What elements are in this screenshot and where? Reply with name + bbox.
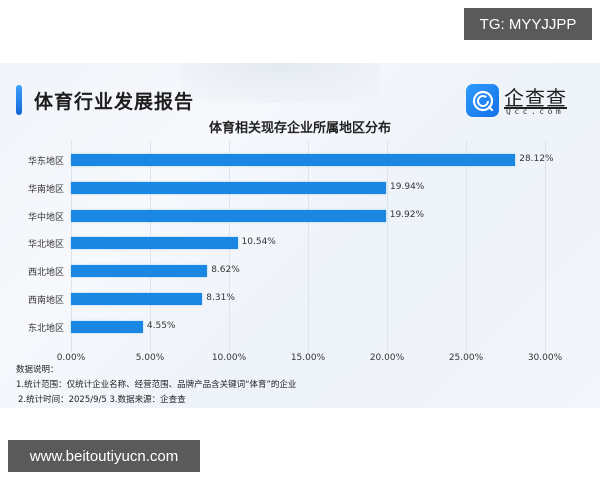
category-label: 东北地区: [27, 323, 64, 334]
logo-name-en: Qcc.com: [506, 107, 565, 116]
x-tick-label: 10.00%: [211, 353, 247, 363]
value-label: 8.62%: [211, 265, 240, 276]
notes-time-source: 2.统计时间：2025/9/5 3.数据来源：企查查: [18, 395, 186, 405]
value-label: 4.55%: [146, 320, 176, 331]
site-watermark-badge: www.beitoutiyucn.com: [8, 440, 200, 472]
category-label: 华东地区: [27, 157, 64, 167]
category-label: 西北地区: [27, 268, 64, 279]
x-tick-label: 15.00%: [290, 353, 326, 363]
value-label: 28.12%: [519, 154, 554, 164]
x-tick-label: 25.00%: [448, 353, 484, 363]
bar: [71, 293, 203, 305]
gridline: [466, 141, 467, 353]
title-accent-bar: [16, 85, 22, 115]
chart-title: 体育相关现存企业所属地区分布: [208, 121, 391, 136]
bar: [71, 237, 238, 250]
bar: [71, 209, 386, 222]
bar: [71, 154, 516, 166]
qcc-logo: 企查查 Qcc.com: [466, 84, 578, 118]
tg-watermark-badge: TG: MYYJJPP: [464, 8, 592, 40]
value-label: 19.94%: [390, 181, 425, 192]
category-label: 华南地区: [27, 184, 64, 195]
report-card: 体育行业发展报告 企查查 Qcc.com 体育相关现存企业所属地区分布 0.00…: [0, 63, 600, 408]
category-label: 华北地区: [27, 240, 64, 251]
bar: [71, 265, 208, 278]
value-label: 10.54%: [241, 237, 276, 248]
x-tick-label: 5.00%: [135, 353, 165, 363]
bar: [71, 320, 143, 333]
category-label: 西南地区: [27, 296, 64, 306]
bar: [71, 181, 387, 194]
value-label: 8.31%: [206, 293, 235, 303]
x-tick-label: 20.00%: [369, 353, 405, 363]
bar-chart: 0.00% 5.00% 10.00% 15.00% 20.00% 25.00% 30.00%…: [0, 63, 600, 408]
x-tick-label: 30.00%: [527, 353, 563, 363]
report-title: 体育行业发展报告: [34, 91, 195, 113]
gridline: [308, 141, 309, 353]
notes-heading: 数据说明：: [16, 365, 59, 375]
category-label: 华中地区: [27, 212, 64, 223]
qcc-logo-icon: [466, 84, 499, 117]
data-notes: 数据说明： 1.统计范围：仅统计企业名称、经营范围、品牌产品含关键词“体育”的企…: [16, 363, 296, 408]
notes-scope: 1.统计范围：仅统计企业名称、经营范围、品牌产品含关键词“体育”的企业: [16, 380, 297, 390]
gridline: [387, 141, 388, 353]
value-label: 19.92%: [389, 209, 425, 220]
gridline: [545, 141, 546, 353]
x-tick-label: 0.00%: [56, 353, 86, 363]
logo-name-cn: 企查查: [504, 86, 567, 110]
